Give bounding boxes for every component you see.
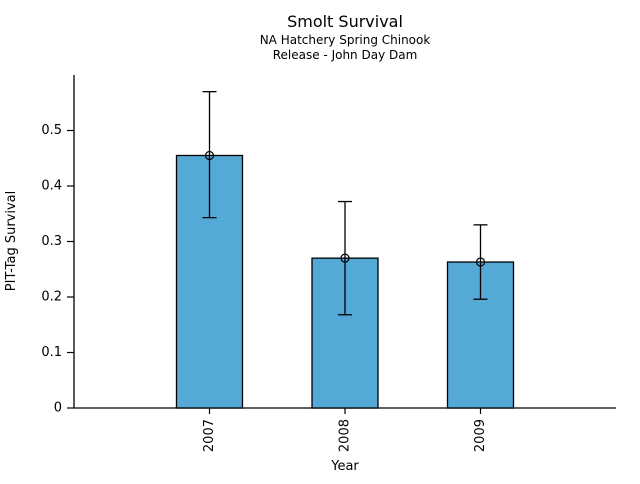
y-tick-label: 0.1 bbox=[41, 345, 62, 360]
plot-area: 0 0.1 0.2 0.3 0.4 0.5 2007 2008 2009 bbox=[41, 75, 616, 452]
point-marker bbox=[475, 257, 486, 267]
chart-subtitle-line1: NA Hatchery Spring Chinook bbox=[260, 33, 431, 47]
y-tick-label: 0 bbox=[54, 401, 62, 416]
chart-subtitle-line2: Release - John Day Dam bbox=[273, 48, 418, 62]
chart-title: Smolt Survival bbox=[287, 12, 403, 31]
y-tick-label: 0.2 bbox=[41, 290, 62, 305]
y-tick-label: 0.3 bbox=[41, 234, 62, 249]
point-marker bbox=[204, 150, 215, 161]
y-tick-label: 0.5 bbox=[41, 123, 62, 138]
x-tick-label: 2008 bbox=[338, 419, 353, 452]
chart-header: Smolt Survival NA Hatchery Spring Chinoo… bbox=[260, 12, 431, 62]
point-marker bbox=[340, 253, 350, 263]
y-tick-label: 0.4 bbox=[41, 179, 62, 194]
y-axis-label: PIT-Tag Survival bbox=[4, 191, 19, 291]
x-tick-label: 2007 bbox=[202, 419, 217, 452]
x-tick-label: 2009 bbox=[473, 419, 488, 452]
x-axis-label: Year bbox=[330, 459, 359, 474]
